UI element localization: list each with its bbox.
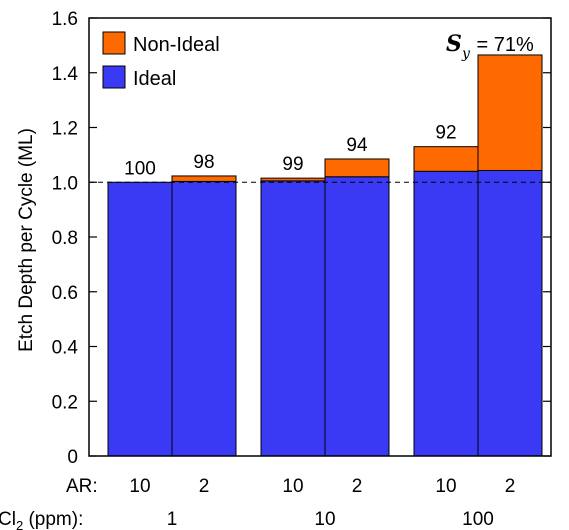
legend: Non-Ideal Ideal — [102, 31, 220, 90]
ar-category-label: 2 — [352, 476, 363, 497]
bar-data-label: 99 — [282, 154, 303, 175]
bar-ideal — [324, 176, 390, 457]
y-tick-label: 1.6 — [52, 9, 78, 30]
y-tick-label: 0 — [67, 447, 78, 468]
bar-data-label: 98 — [193, 152, 214, 173]
legend-label-ideal: Ideal — [133, 68, 176, 90]
bar-nonideal — [324, 158, 390, 178]
annotation-subscript: y — [461, 46, 471, 62]
bar-ideal — [171, 180, 237, 457]
legend-label-nonideal: Non-Ideal — [133, 34, 220, 56]
legend-swatch-ideal — [102, 65, 126, 89]
cl2-category-label: 10 — [314, 509, 335, 530]
bar-data-label: 94 — [346, 135, 368, 156]
bar-ideal — [260, 180, 326, 457]
cl2-category-label: 100 — [462, 509, 494, 530]
bar-nonideal — [260, 177, 326, 182]
y-tick-label: 0.8 — [52, 228, 78, 249]
y-tick-label: 0.6 — [52, 283, 78, 304]
bar-nonideal — [477, 54, 543, 171]
y-tick-label: 1.2 — [52, 119, 78, 140]
ar-category-label: 10 — [129, 476, 150, 497]
ar-category-label: 10 — [435, 476, 456, 497]
bar-nonideal — [171, 175, 237, 182]
y-tick-label: 0.2 — [52, 392, 78, 413]
bar-ideal — [477, 169, 543, 457]
annotation-value: = 71% — [471, 34, 534, 56]
plot-frame — [88, 17, 552, 457]
bar-ideal — [107, 181, 173, 457]
y-axis-title: Etch Depth per Cycle (ML) — [16, 128, 37, 352]
cl2-row-label: Cl2 (ppm): — [0, 509, 83, 530]
bar-data-label: 100 — [124, 158, 156, 179]
ar-row-label: AR: — [66, 476, 98, 497]
ar-category-label: 2 — [505, 476, 516, 497]
bar-nonideal — [413, 146, 479, 172]
bar-ideal — [413, 170, 479, 457]
selectivity-annotation: S y = 71% — [446, 31, 534, 62]
ar-category-label: 10 — [282, 476, 303, 497]
y-tick-label: 1.4 — [52, 64, 79, 85]
ar-category-label: 2 — [199, 476, 210, 497]
y-tick-label: 0.4 — [52, 338, 79, 359]
y-tick-label: 1.0 — [52, 173, 78, 194]
cl2-category-label: 1 — [167, 509, 178, 530]
bar-data-label: 92 — [435, 123, 456, 144]
annotation-symbol: S — [446, 31, 462, 57]
legend-swatch-nonideal — [102, 31, 126, 55]
